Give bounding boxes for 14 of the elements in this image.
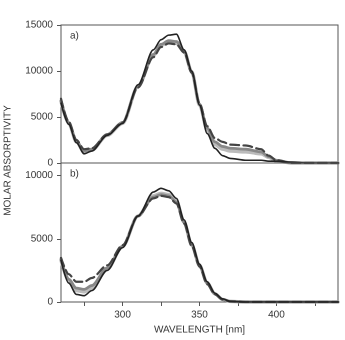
y-tick-label: 5000 — [30, 112, 54, 122]
y-tick-label: 5000 — [30, 233, 54, 244]
y-tick-label: 0 — [47, 296, 54, 308]
y-axis-title: MOLAR ABSORPTIVITY — [2, 104, 14, 218]
y-tick-label: 10000 — [25, 66, 54, 76]
y-tick-label: 15000 — [25, 20, 54, 30]
annotation: b) — [70, 168, 79, 180]
annotation: a) — [70, 30, 79, 42]
x-tick-label: 350 — [191, 310, 208, 320]
x-axis-title: WAVELENGTH [nm] — [154, 324, 246, 336]
x-tick-label: 400 — [268, 310, 286, 320]
y-tick-label: 10000 — [25, 170, 54, 182]
y-tick-label: 0 — [47, 158, 54, 168]
x-tick-label: 300 — [114, 310, 132, 320]
